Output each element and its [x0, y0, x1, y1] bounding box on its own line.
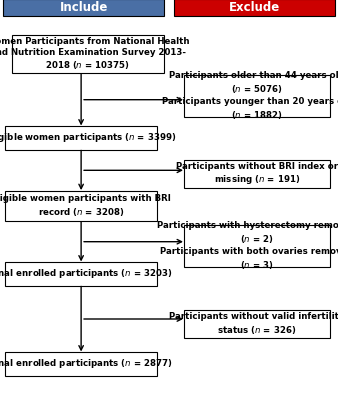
Text: Participants with hysterectomy removed
($\it{n}$ = 2)
Participants with both ova: Participants with hysterectomy removed (…	[157, 221, 338, 271]
FancyBboxPatch shape	[184, 310, 330, 338]
FancyBboxPatch shape	[184, 75, 330, 117]
FancyBboxPatch shape	[5, 352, 157, 376]
Text: Eligible women participants with BRI
record ($\it{n}$ = 3208): Eligible women participants with BRI rec…	[0, 194, 171, 218]
Text: Participants without valid infertility
status ($\it{n}$ = 326): Participants without valid infertility s…	[169, 312, 338, 336]
FancyBboxPatch shape	[12, 35, 164, 73]
Text: Eligible women participants ($\it{n}$ = 3399): Eligible women participants ($\it{n}$ = …	[0, 132, 176, 144]
FancyBboxPatch shape	[184, 160, 330, 188]
Text: Final enrolled participants ($\it{n}$ = 3203): Final enrolled participants ($\it{n}$ = …	[0, 268, 173, 280]
FancyBboxPatch shape	[174, 0, 335, 16]
FancyBboxPatch shape	[5, 191, 157, 221]
FancyBboxPatch shape	[5, 126, 157, 150]
Text: Include: Include	[59, 1, 108, 14]
FancyBboxPatch shape	[184, 225, 330, 267]
Text: Participants older than 44 years old
($\it{n}$ = 5076)
Participants younger than: Participants older than 44 years old ($\…	[162, 71, 338, 121]
Text: Women Participants from National Health
and Nutrition Examination Survey 2013-
2: Women Participants from National Health …	[0, 37, 190, 71]
Text: Exclude: Exclude	[229, 1, 280, 14]
FancyBboxPatch shape	[5, 262, 157, 286]
Text: Participants without BRI index or
missing ($\it{n}$ = 191): Participants without BRI index or missin…	[176, 162, 338, 186]
Text: Final enrolled participants ($\it{n}$ = 2877): Final enrolled participants ($\it{n}$ = …	[0, 358, 173, 370]
FancyBboxPatch shape	[3, 0, 164, 16]
